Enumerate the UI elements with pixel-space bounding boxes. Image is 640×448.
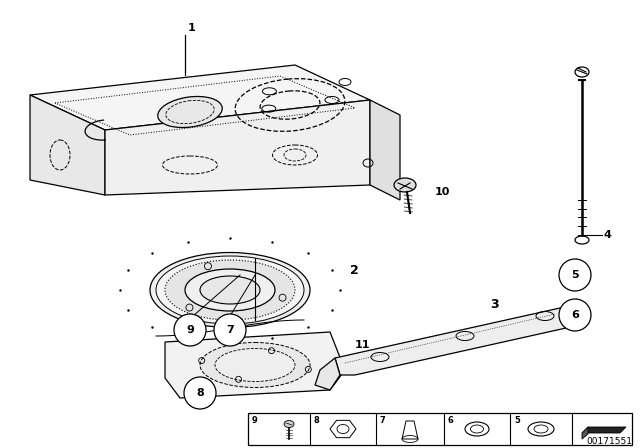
Circle shape <box>184 377 216 409</box>
Circle shape <box>214 314 246 346</box>
Text: 3: 3 <box>490 298 499 311</box>
Polygon shape <box>105 100 370 195</box>
Text: 7: 7 <box>226 325 234 335</box>
Circle shape <box>174 314 206 346</box>
Polygon shape <box>315 358 340 390</box>
Text: 5: 5 <box>571 270 579 280</box>
Text: 10: 10 <box>435 187 451 197</box>
Text: 9: 9 <box>186 325 194 335</box>
Polygon shape <box>370 100 400 200</box>
Ellipse shape <box>284 421 294 427</box>
Ellipse shape <box>200 276 260 304</box>
Text: 1: 1 <box>188 23 196 33</box>
Text: 6: 6 <box>448 416 454 425</box>
Ellipse shape <box>150 253 310 327</box>
Text: 8: 8 <box>314 416 320 425</box>
Circle shape <box>559 299 591 331</box>
Polygon shape <box>30 65 370 130</box>
Ellipse shape <box>575 67 589 77</box>
Ellipse shape <box>215 349 295 382</box>
Text: 5: 5 <box>514 416 520 425</box>
Ellipse shape <box>185 269 275 311</box>
Polygon shape <box>582 427 588 439</box>
Text: 8: 8 <box>196 388 204 398</box>
Text: 4: 4 <box>604 230 612 240</box>
Ellipse shape <box>156 256 304 324</box>
Polygon shape <box>582 427 626 433</box>
Text: 7: 7 <box>380 416 386 425</box>
Ellipse shape <box>200 343 310 388</box>
Ellipse shape <box>394 178 416 192</box>
Text: 11: 11 <box>355 340 371 350</box>
Text: 00171551: 00171551 <box>586 437 632 446</box>
Polygon shape <box>165 332 345 398</box>
Ellipse shape <box>165 260 295 320</box>
Ellipse shape <box>575 236 589 244</box>
Ellipse shape <box>157 96 222 128</box>
Polygon shape <box>30 95 105 195</box>
Text: 6: 6 <box>571 310 579 320</box>
Text: 2: 2 <box>350 263 359 276</box>
Text: 9: 9 <box>252 416 258 425</box>
Polygon shape <box>335 308 575 375</box>
Circle shape <box>559 259 591 291</box>
